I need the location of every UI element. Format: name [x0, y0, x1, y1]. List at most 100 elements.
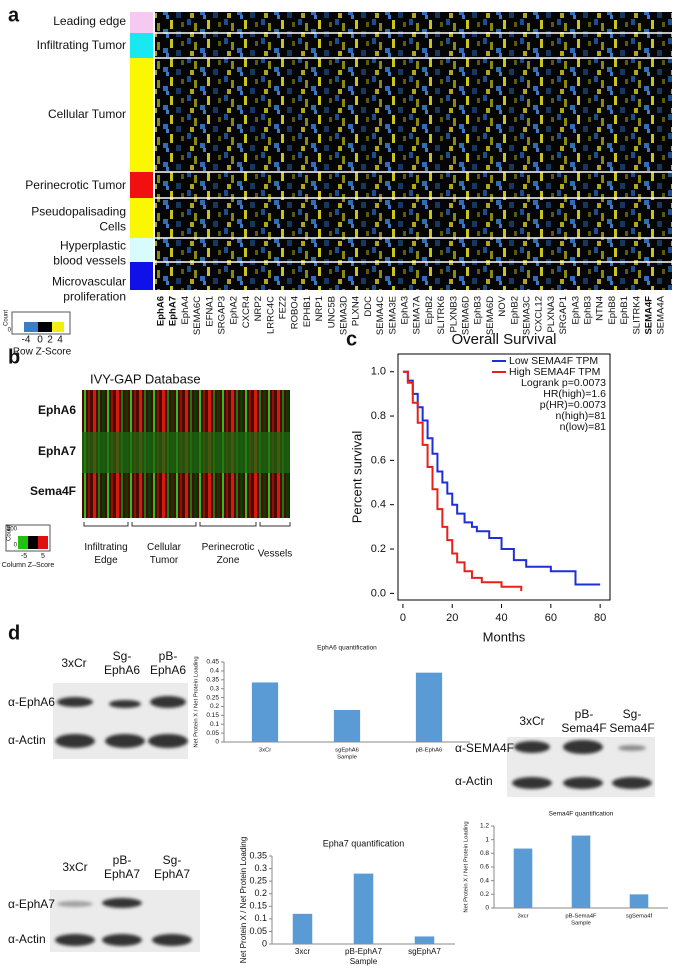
key-title: Column Z–Score: [2, 562, 55, 569]
blot-band: [563, 740, 603, 754]
y-tick-label: 0.6: [480, 864, 489, 871]
y-tick-label: 0.3: [254, 863, 267, 873]
x-axis-label: Sample: [571, 921, 591, 927]
gene-label: SEMA3E: [387, 296, 398, 335]
key-count-tick: 300: [7, 527, 18, 533]
color-key-gradient: [24, 322, 64, 332]
panel-label: d: [8, 622, 20, 644]
blot-band: [57, 901, 93, 907]
bar: [292, 913, 313, 944]
region-bar: [130, 262, 153, 290]
gene-label: ROBO4: [290, 296, 301, 329]
gene-label: NRP1: [314, 296, 325, 321]
gene-label: NOV: [497, 295, 508, 316]
region-bar: [130, 12, 153, 33]
y-tick-label: 0: [485, 905, 489, 912]
bar: [333, 710, 361, 742]
y-tick-label: 0.25: [249, 876, 267, 886]
y-axis-label: Net Protein X / Net Protein Loading: [239, 837, 248, 963]
group-label: Perinecrotic: [202, 542, 255, 553]
chart-title: EphA6 quantification: [317, 645, 377, 652]
lane-label: pB-: [113, 853, 132, 867]
panel-label: a: [8, 4, 20, 26]
annotation: n(low)=81: [560, 421, 607, 433]
x-tick-label: 20: [446, 612, 458, 624]
chart-title: Epha7 quantification: [323, 838, 405, 848]
legend-label: Low SEMA4F TPM: [509, 355, 598, 367]
gene-label: FEZ2: [278, 296, 289, 319]
gene-label: SLITRK4: [631, 296, 642, 335]
y-axis-label: Percent survival: [349, 431, 364, 524]
gene-label: EPHB1: [302, 296, 313, 327]
y-tick-label: 0.15: [249, 901, 267, 911]
gene-label: CXCR4: [241, 296, 252, 328]
blot-band: [109, 700, 141, 708]
x-tick-label: 3xcr: [517, 914, 528, 920]
blot-band: [102, 934, 142, 946]
x-tick-label: 0: [400, 612, 406, 624]
lane-label: 3xCr: [62, 860, 87, 874]
gene-label: EphA3: [570, 296, 581, 325]
gene-label: EphB2: [509, 296, 520, 325]
annotation: HR(high)=1.6: [543, 388, 606, 400]
region-bar: [130, 198, 153, 238]
y-tick-label: 0.25: [206, 694, 219, 701]
region-label: Cellular Tumor: [48, 107, 126, 121]
gene-label: EphA2: [229, 296, 240, 325]
blot-band: [57, 697, 93, 707]
gene-label: PLXNA3: [546, 296, 557, 332]
heatmap: [155, 12, 672, 290]
color-key-gradient: [24, 322, 38, 332]
region-label: blood vessels: [53, 254, 126, 268]
group-brackets: [83, 522, 291, 527]
region-bar: [130, 33, 153, 58]
y-tick-label: 0.3: [210, 685, 219, 692]
lane-label: Sg-: [163, 853, 182, 867]
region-label: Perinecrotic Tumor: [25, 178, 126, 192]
gene-label: SEMA4F: [644, 296, 655, 335]
gene-label: EphA7: [168, 296, 179, 326]
gene-label: SEMA6D: [461, 296, 472, 335]
y-tick-label: 1: [485, 836, 489, 843]
x-tick-label: sgEphA7: [408, 947, 441, 956]
y-tick-label: 0.05: [249, 926, 267, 936]
gene-label: SEMA3C: [522, 296, 533, 335]
region-bar: [130, 238, 153, 262]
gene-label: EphA6: [156, 296, 167, 326]
lane-label: 3xCr: [519, 714, 544, 728]
bar: [571, 835, 591, 908]
blot-band: [55, 734, 95, 748]
gene-label: EphA4: [180, 296, 191, 325]
x-axis-label: Sample: [350, 957, 378, 966]
y-tick-label: 0.35: [249, 850, 267, 860]
chart-title: Sema4F quantification: [549, 811, 614, 818]
gene-label: PLXNB3: [448, 296, 459, 332]
chart-title: Overall Survival: [451, 331, 556, 348]
group-label: Edge: [94, 555, 118, 566]
key-count-label: Count: [7, 525, 13, 541]
region-label: Leading edge: [53, 14, 126, 28]
group-label: Infiltrating: [84, 542, 127, 553]
x-tick-label: 60: [545, 612, 557, 624]
y-tick-label: 0.05: [206, 730, 219, 737]
blot-band: [152, 934, 192, 946]
lane-label: Sg-: [113, 649, 132, 663]
gene-label: EphB1: [619, 296, 630, 325]
gene-label: EphB2: [424, 296, 435, 325]
y-axis-label: Net Protein X / Net Protein Loading: [464, 821, 470, 912]
row-label: EphA7: [38, 444, 76, 458]
blot-band: [512, 777, 552, 789]
gene-label: EphB3: [583, 296, 594, 325]
y-tick-label: 0.6: [371, 454, 386, 466]
region-dividers: [155, 32, 672, 263]
lane-label: Sema4F: [609, 721, 654, 735]
row-label: α-EphA6: [8, 695, 55, 709]
y-tick-label: 0: [262, 938, 267, 948]
y-tick-label: 0.2: [210, 703, 219, 710]
gene-label: DDC: [363, 296, 374, 317]
row-label: α-Actin: [8, 733, 46, 747]
bar: [353, 873, 374, 944]
blot-band: [150, 696, 186, 708]
bar: [251, 682, 279, 742]
